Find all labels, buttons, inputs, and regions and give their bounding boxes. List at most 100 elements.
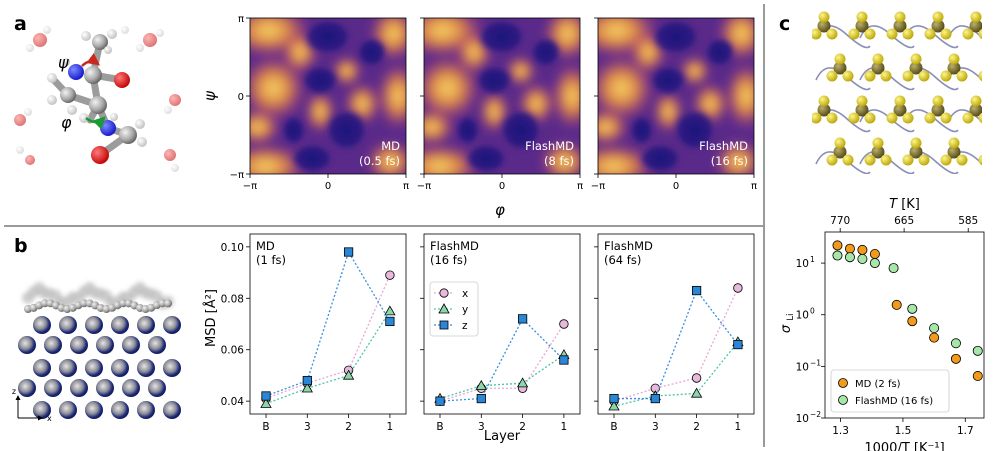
heatmap-2: FlashMD(8 fs) −π 0 π [417, 17, 583, 192]
msd-series-x-line [265, 274, 391, 400]
crystal-structure-image [812, 11, 982, 174]
msd-point-z [476, 393, 486, 404]
msd-series-y-line [265, 310, 391, 405]
cond-legend: MD (2 fs) FlashMD (16 fs) [830, 369, 950, 413]
heatmap-2-x-tick: 0 [499, 181, 505, 192]
cond-point-md [907, 316, 918, 327]
cond-y-tick: 10 [796, 258, 809, 270]
msd-point-z [733, 339, 743, 350]
heatmap-y-tick: π [238, 14, 244, 25]
cond-point-flashmd [888, 263, 899, 274]
msd-series-y-line [613, 341, 739, 407]
cond-y-tick: 10 [796, 413, 809, 425]
heatmap-3-x-tick: π [751, 181, 757, 192]
panel-label-a: a [14, 13, 27, 35]
msd-chart-1-x-tick: B [262, 421, 269, 433]
cond-x-tick: 1.3 [832, 425, 849, 437]
msd-point-z [435, 396, 445, 406]
slab-axes-indicator: z x [12, 387, 52, 423]
cond-point-flashmd [869, 258, 880, 269]
cond-y-tick: 10 [796, 361, 809, 373]
cond-top-tick: 585 [958, 215, 978, 227]
cond-top-tick: 770 [830, 215, 850, 227]
cond-y-axis-sub: Li [786, 313, 796, 320]
heatmap-x-axis-label: φ [495, 201, 505, 219]
msd-point-x [559, 319, 569, 329]
msd-legend-label-y: y [462, 304, 468, 316]
msd-legend: xyz [429, 281, 479, 337]
cond-point-flashmd [950, 338, 961, 349]
msd-point-z [650, 393, 660, 404]
msd-point-y [342, 369, 355, 380]
msd-point-y [516, 377, 529, 388]
msd-point-y [260, 397, 272, 408]
msd-y-tick: 0.10 [221, 242, 244, 254]
heatmap-y-axis-label: ψ [201, 90, 219, 101]
msd-series-y-line [439, 354, 565, 400]
heatmap-1-x-tick: −π [243, 181, 257, 192]
msd-chart-1-x-tick: 1 [387, 421, 394, 433]
msd-point-x [733, 283, 743, 293]
msd-chart-2-x-tick: 2 [519, 421, 526, 433]
msd-point-z [559, 355, 569, 365]
msd-point-y [384, 305, 396, 316]
msd-legend-label-z: z [462, 320, 468, 332]
msd-chart-1-title-line1: MD [256, 239, 275, 253]
heatmap-1: MD(0.5 fs) −π 0 π π 0 −π [230, 14, 409, 192]
msd-series-x-line [613, 287, 739, 402]
cond-x-tick: 1.5 [895, 425, 912, 437]
msd-chart-3-x-tick: 3 [652, 421, 659, 433]
msd-chart-2-x-tick: 3 [478, 421, 485, 433]
cond-point-flashmd [857, 253, 868, 264]
cond-point-md [972, 371, 983, 382]
msd-y-tick: 0.04 [221, 396, 245, 408]
panel-label-b: b [14, 235, 28, 257]
heatmap-2-x-tick: −π [417, 181, 431, 192]
cond-legend-label-2: FlashMD (16 fs) [855, 396, 933, 407]
slab-axis-x-label: x [47, 414, 52, 423]
cond-y-axis-label: σ [779, 324, 794, 333]
cond-y-tick-exponent: 1 [810, 255, 815, 264]
cond-x-axis-label: 1000/T [K⁻¹] [864, 441, 944, 451]
cond-point-md [891, 299, 902, 310]
cond-x-tick: 1.7 [957, 425, 974, 437]
msd-point-z [692, 285, 702, 296]
panel-label-c: c [779, 13, 790, 35]
msd-chart-3-x-tick: B [610, 421, 617, 433]
heatmap-y-tick: 0 [238, 92, 244, 103]
msd-point-z [261, 391, 271, 401]
msd-series-z-line [614, 289, 739, 400]
cond-point-flashmd [832, 250, 843, 261]
msd-x-axis-label: Layer [484, 429, 521, 444]
cond-point-md [869, 248, 880, 259]
msd-legend-label-x: x [462, 288, 468, 300]
msd-chart-2: FlashMD(16 fs) B 3 2 1 xyz [420, 233, 581, 433]
heatmap-1-x-tick: 0 [325, 181, 331, 192]
cond-y-tick-exponent: 0 [810, 307, 815, 316]
cond-point-flashmd [844, 252, 855, 263]
cond-top-tick: 665 [894, 215, 914, 227]
panel-dividers [4, 4, 765, 447]
heatmap-3: FlashMD(16 fs) −π 0 π [591, 17, 757, 192]
msd-chart-1-x-tick: 2 [345, 421, 352, 433]
msd-chart-3-title-line1: FlashMD [604, 239, 653, 253]
msd-point-x [385, 270, 395, 280]
msd-point-z [343, 247, 354, 257]
phi-angle-label: φ [61, 113, 72, 132]
cond-legend-label-1: MD (2 fs) [855, 379, 901, 390]
msd-chart-2-title-line1: FlashMD [430, 239, 479, 253]
msd-chart-3-title-line2: (64 fs) [604, 253, 641, 267]
msd-chart-3: FlashMD(64 fs) B 3 2 1 [594, 233, 755, 433]
msd-chart-2-x-tick: B [436, 421, 443, 433]
msd-chart-1-title-line2: (1 fs) [256, 253, 286, 267]
heatmap-1-label-line1: MD [381, 139, 400, 153]
cond-y-tick-exponent: −2 [810, 410, 821, 419]
cond-y-tick-exponent: −1 [810, 358, 821, 367]
msd-point-y [301, 382, 313, 393]
heatmap-2-x-tick: π [577, 181, 583, 192]
cond-point-flashmd [907, 303, 918, 314]
msd-point-y [475, 379, 487, 390]
heatmap-y-tick: −π [230, 170, 244, 181]
